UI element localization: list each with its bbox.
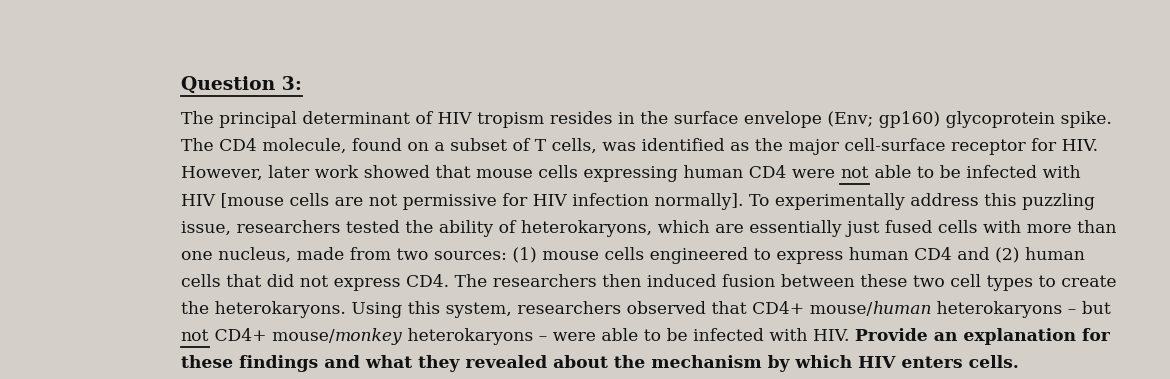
Text: the heterokaryons. Using this system, researchers observed that CD4+ mouse/: the heterokaryons. Using this system, re…	[180, 301, 872, 318]
Text: monkey: monkey	[335, 328, 402, 345]
Text: Question 3:: Question 3:	[180, 76, 302, 94]
Text: not: not	[840, 165, 868, 182]
Text: heterokaryons – but: heterokaryons – but	[931, 301, 1112, 318]
Text: human: human	[872, 301, 931, 318]
Text: able to be infected with: able to be infected with	[868, 165, 1080, 182]
Text: HIV [mouse cells are not permissive for HIV infection normally]. To experimental: HIV [mouse cells are not permissive for …	[180, 193, 1095, 210]
Text: heterokaryons – were able to be infected with HIV.: heterokaryons – were able to be infected…	[402, 328, 855, 345]
Text: these findings and what they revealed about the mechanism by which HIV enters ce: these findings and what they revealed ab…	[180, 356, 1018, 373]
Text: issue, researchers tested the ability of heterokaryons, which are essentially ju: issue, researchers tested the ability of…	[180, 220, 1116, 237]
Text: The CD4 molecule, found on a subset of T cells, was identified as the major cell: The CD4 molecule, found on a subset of T…	[180, 138, 1097, 155]
Text: one nucleus, made from two sources: (1) mouse cells engineered to express human : one nucleus, made from two sources: (1) …	[180, 247, 1085, 264]
Text: not: not	[180, 328, 209, 345]
Text: Provide an explanation for: Provide an explanation for	[855, 328, 1110, 345]
Text: cells that did not express CD4. The researchers then induced fusion between thes: cells that did not express CD4. The rese…	[180, 274, 1116, 291]
Text: The principal determinant of HIV tropism resides in the surface envelope (Env; g: The principal determinant of HIV tropism…	[180, 111, 1112, 128]
Text: CD4+ mouse/: CD4+ mouse/	[209, 328, 335, 345]
Text: However, later work showed that mouse cells expressing human CD4 were: However, later work showed that mouse ce…	[180, 165, 840, 182]
